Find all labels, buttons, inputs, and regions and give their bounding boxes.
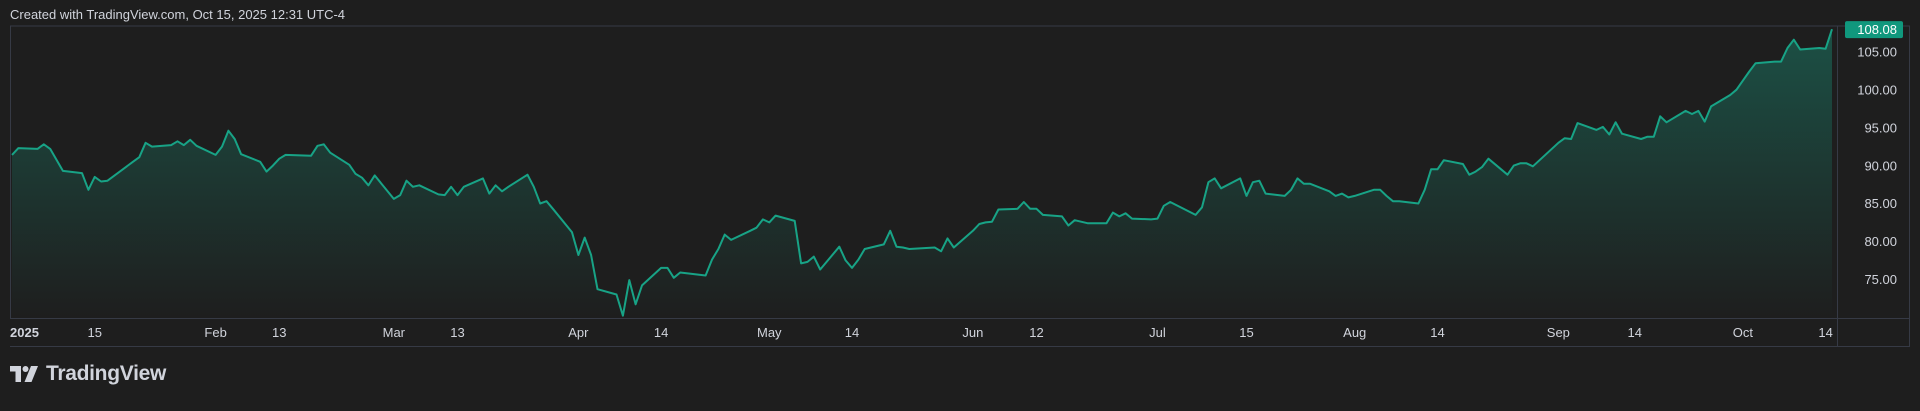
x-tick-label: 15 bbox=[87, 325, 101, 340]
tradingview-brand-text: TradingView bbox=[46, 362, 167, 385]
x-tick-label: 14 bbox=[1818, 325, 1832, 340]
x-tick-label: 14 bbox=[845, 325, 859, 340]
x-tick-label: 2025 bbox=[10, 325, 39, 340]
x-tick-label: 12 bbox=[1029, 325, 1043, 340]
line-layer bbox=[11, 28, 1833, 317]
tradingview-logo[interactable]: TradingView bbox=[10, 362, 166, 386]
x-tick-label: 13 bbox=[272, 325, 286, 340]
price-line[interactable] bbox=[11, 28, 1833, 317]
x-tick-label: Aug bbox=[1343, 325, 1366, 340]
price-axis[interactable]: 75.00 80.00 85.00 90.00 95.00 100.00 105.00 bbox=[1857, 45, 1897, 288]
x-tick-label: Oct bbox=[1733, 325, 1754, 340]
x-tick-label: Jul bbox=[1149, 325, 1166, 340]
last-price-label: 108.08 bbox=[1857, 22, 1897, 37]
y-tick-label: 75.00 bbox=[1864, 272, 1897, 287]
y-tick-label: 80.00 bbox=[1864, 234, 1897, 249]
area-layer bbox=[12, 29, 1832, 318]
last-price-badge bbox=[1845, 21, 1903, 39]
x-tick-label: Mar bbox=[383, 325, 406, 340]
y-tick-label: 95.00 bbox=[1864, 120, 1897, 135]
x-tick-label: 14 bbox=[1627, 325, 1641, 340]
x-tick-label: Apr bbox=[568, 325, 589, 340]
x-tick-label: Sep bbox=[1547, 325, 1570, 340]
last-price-badge-layer: 108.08 bbox=[1845, 21, 1903, 39]
x-tick-label: 15 bbox=[1239, 325, 1253, 340]
attribution-text: Created with TradingView.com, Oct 15, 20… bbox=[10, 7, 346, 22]
y-tick-label: 105.00 bbox=[1857, 45, 1897, 60]
price-area-fill bbox=[12, 29, 1832, 318]
x-tick-label: May bbox=[757, 325, 782, 340]
x-tick-label: Jun bbox=[962, 325, 983, 340]
tradingview-logo-icon bbox=[10, 366, 38, 382]
y-tick-label: 100.00 bbox=[1857, 82, 1897, 97]
time-axis[interactable]: 2025 15 Feb 13 Mar 13 Apr 14 May 14 Jun 12 Jul 15 Aug 1… bbox=[10, 325, 1833, 340]
x-tick-label: Feb bbox=[204, 325, 226, 340]
y-tick-label: 90.00 bbox=[1864, 158, 1897, 173]
y-tick-label: 85.00 bbox=[1864, 196, 1897, 211]
x-tick-label: 13 bbox=[450, 325, 464, 340]
x-tick-label: 14 bbox=[1430, 325, 1444, 340]
x-tick-label: 14 bbox=[654, 325, 668, 340]
